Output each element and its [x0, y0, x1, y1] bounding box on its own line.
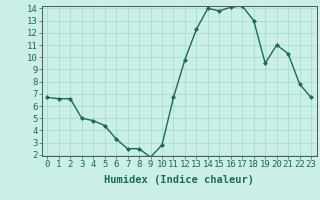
X-axis label: Humidex (Indice chaleur): Humidex (Indice chaleur) — [104, 175, 254, 185]
